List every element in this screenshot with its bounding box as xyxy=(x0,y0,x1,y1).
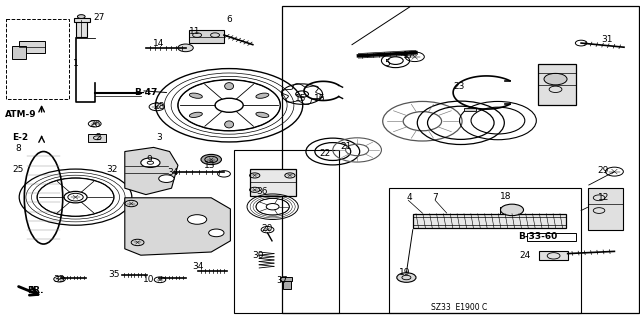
Ellipse shape xyxy=(225,121,234,128)
Text: 12: 12 xyxy=(598,193,609,202)
Text: B-33-60: B-33-60 xyxy=(518,232,557,241)
Text: 7: 7 xyxy=(433,193,438,202)
Bar xyxy=(539,251,568,260)
Bar xyxy=(282,6,639,313)
Text: B-47: B-47 xyxy=(134,88,157,97)
Ellipse shape xyxy=(225,83,234,90)
Circle shape xyxy=(397,273,416,282)
Circle shape xyxy=(141,158,160,167)
Text: 35: 35 xyxy=(108,270,120,279)
Bar xyxy=(74,18,90,22)
Text: 9: 9 xyxy=(147,155,152,164)
Text: 37: 37 xyxy=(276,276,287,285)
Bar xyxy=(88,134,106,142)
Text: 23: 23 xyxy=(454,82,465,91)
Circle shape xyxy=(201,154,221,165)
Bar xyxy=(250,169,296,196)
Bar xyxy=(12,46,26,59)
Text: 1: 1 xyxy=(73,59,78,68)
Bar xyxy=(76,20,87,37)
Bar xyxy=(464,108,476,111)
Circle shape xyxy=(209,229,224,237)
Text: 20: 20 xyxy=(262,224,273,233)
Text: ATM-9: ATM-9 xyxy=(4,110,36,119)
Text: 10: 10 xyxy=(143,275,155,284)
Bar xyxy=(125,156,168,187)
Text: 25: 25 xyxy=(12,165,24,174)
Text: 18: 18 xyxy=(500,192,511,201)
Text: 24: 24 xyxy=(519,251,531,260)
Text: 16: 16 xyxy=(314,94,326,103)
Bar xyxy=(19,41,45,53)
Ellipse shape xyxy=(256,112,269,117)
Text: 27: 27 xyxy=(93,13,105,22)
Text: 2: 2 xyxy=(95,133,100,142)
Text: FR.: FR. xyxy=(27,286,44,295)
Text: 34: 34 xyxy=(193,262,204,271)
Text: 30: 30 xyxy=(252,251,264,260)
Text: 29: 29 xyxy=(598,166,609,175)
Circle shape xyxy=(544,73,567,85)
Text: E-2: E-2 xyxy=(12,133,29,142)
Bar xyxy=(538,64,576,105)
Text: SZ33  E1900 C: SZ33 E1900 C xyxy=(431,303,488,312)
Bar xyxy=(413,214,566,228)
Text: 11: 11 xyxy=(189,27,201,36)
Text: 13: 13 xyxy=(204,161,216,170)
Text: 19: 19 xyxy=(399,268,411,277)
Bar xyxy=(389,188,581,313)
Circle shape xyxy=(178,44,193,52)
Bar xyxy=(527,233,576,241)
Text: 36: 36 xyxy=(257,187,268,196)
Text: 22: 22 xyxy=(319,149,331,158)
Circle shape xyxy=(159,175,174,182)
Bar xyxy=(6,19,69,99)
Bar xyxy=(588,188,623,230)
Text: 4: 4 xyxy=(407,193,412,202)
Text: 28: 28 xyxy=(153,102,164,111)
Text: 21: 21 xyxy=(340,142,351,151)
Text: 33: 33 xyxy=(54,275,65,284)
Polygon shape xyxy=(125,147,178,195)
Bar xyxy=(189,30,224,43)
Circle shape xyxy=(188,215,207,224)
Text: 5: 5 xyxy=(385,59,390,68)
Circle shape xyxy=(77,15,85,19)
Text: 17: 17 xyxy=(403,51,414,60)
Bar xyxy=(280,277,292,281)
Text: 8: 8 xyxy=(15,144,20,153)
Text: 34: 34 xyxy=(167,168,179,177)
Text: 3: 3 xyxy=(156,133,161,142)
Text: 31: 31 xyxy=(601,35,612,44)
Circle shape xyxy=(500,204,524,216)
Text: 15: 15 xyxy=(295,94,307,103)
Bar xyxy=(283,281,291,289)
Text: 26: 26 xyxy=(89,120,100,129)
Ellipse shape xyxy=(189,112,202,117)
Polygon shape xyxy=(125,198,230,255)
Bar xyxy=(234,150,339,313)
Text: 6: 6 xyxy=(227,15,232,24)
Text: 32: 32 xyxy=(106,165,118,174)
Ellipse shape xyxy=(256,93,269,98)
Text: 14: 14 xyxy=(153,39,164,48)
Ellipse shape xyxy=(189,93,202,98)
